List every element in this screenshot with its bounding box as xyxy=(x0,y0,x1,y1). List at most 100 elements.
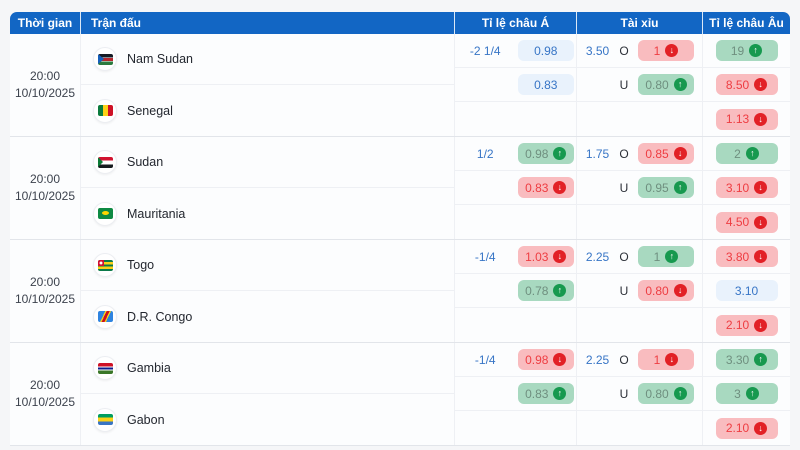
trend-arrow-icon xyxy=(673,181,687,194)
match-date: 10/10/2025 xyxy=(14,86,76,100)
betting-odds-table: Thời gian Trận đấu Tỉ lệ châu Á Tài xỉu … xyxy=(10,12,790,446)
table-header: Thời gian Trận đấu Tỉ lệ châu Á Tài xỉu … xyxy=(10,12,790,34)
away-team-name: Gabon xyxy=(127,412,165,427)
euro-odds-row2: 3.10 xyxy=(703,274,790,308)
under-odds-button[interactable]: 0.80 xyxy=(638,383,694,404)
trend-arrow-icon xyxy=(553,250,567,263)
match-time: 20:00 10/10/2025 xyxy=(10,240,81,342)
euro-away-odds-button[interactable]: 1.13 xyxy=(715,108,778,130)
match-date: 10/10/2025 xyxy=(14,395,76,409)
euro-home-odds-button[interactable]: 2 xyxy=(715,143,778,164)
trend-arrow-icon xyxy=(553,353,567,366)
euro-odds-row3: 4.50 xyxy=(703,205,790,239)
asian-handicap: -2 1/4 xyxy=(469,43,501,58)
col-header-time: Thời gian xyxy=(10,12,81,34)
match-time: 20:00 10/10/2025 xyxy=(10,137,81,239)
home-team-row[interactable]: Nam Sudan xyxy=(81,34,455,85)
asian-away-odds-button[interactable]: 0.83 xyxy=(517,74,574,95)
home-team-row[interactable]: Gambia xyxy=(81,343,455,394)
over-under-total: 1.75 xyxy=(585,146,610,161)
asian-home-odds-button[interactable]: 0.98 xyxy=(517,349,574,370)
asian-away-odds-button[interactable]: 0.83 xyxy=(517,383,574,404)
trend-arrow-icon xyxy=(673,78,687,91)
trend-arrow-icon xyxy=(665,44,679,57)
asian-home-odds-button[interactable]: 1.03 xyxy=(517,246,574,267)
asian-odds-row2: 0.83 xyxy=(455,171,577,205)
home-team-name: Togo xyxy=(127,258,155,272)
asian-odds-row1: -2 1/4 0.98 xyxy=(455,34,577,68)
over-odds-button[interactable]: 1 xyxy=(638,349,694,370)
asian-away-odds-button[interactable]: 0.83 xyxy=(517,177,574,198)
trend-arrow-icon xyxy=(754,112,768,126)
trend-arrow-icon xyxy=(754,181,768,194)
over-under-total: 2.25 xyxy=(585,249,610,264)
euro-away-odds-button[interactable]: 2.10 xyxy=(715,417,778,439)
euro-draw-odds-button[interactable]: 3 xyxy=(715,383,778,404)
away-team-name: Senegal xyxy=(127,103,173,118)
col-header-match: Trận đấu xyxy=(81,12,455,34)
euro-odds-row2: 3.10 xyxy=(703,171,790,205)
asian-handicap: -1/4 xyxy=(474,249,496,264)
trend-arrow-icon xyxy=(553,181,567,194)
home-team-row[interactable]: Sudan xyxy=(81,137,455,188)
under-odds-button[interactable]: 0.80 xyxy=(638,280,694,301)
euro-odds-row1: 19 xyxy=(703,34,790,68)
euro-draw-odds-button[interactable]: 8.50 xyxy=(715,74,778,95)
asian-odds-row3-empty xyxy=(455,102,577,136)
under-odds-button[interactable]: 0.95 xyxy=(638,177,694,198)
euro-away-odds-button[interactable]: 4.50 xyxy=(715,211,778,233)
asian-home-odds-button[interactable]: 0.98 xyxy=(517,40,574,61)
asian-handicap: 1/2 xyxy=(476,146,494,161)
asian-odds-row2: 0.83 xyxy=(455,377,577,411)
over-under-row2: U 0.95 xyxy=(577,171,703,205)
match-list: 20:00 10/10/2025 Nam Sudan Senegal -2 1/… xyxy=(10,34,790,446)
over-label: O xyxy=(619,249,629,264)
under-odds-button[interactable]: 0.80 xyxy=(638,74,694,95)
euro-odds-row1: 3.80 xyxy=(703,240,790,274)
trend-arrow-icon xyxy=(754,421,768,435)
over-odds-button[interactable]: 1 xyxy=(638,40,694,61)
over-odds-button[interactable]: 0.85 xyxy=(638,143,694,164)
home-team-row[interactable]: Togo xyxy=(81,240,455,291)
asian-home-odds-button[interactable]: 0.98 xyxy=(517,143,574,164)
asian-odds-row2: 0.83 xyxy=(455,68,577,102)
over-under-row3-empty xyxy=(577,102,703,136)
euro-home-odds-button[interactable]: 3.80 xyxy=(715,246,778,267)
match-time: 20:00 10/10/2025 xyxy=(10,343,81,445)
over-under-row1: 2.25 O 1 xyxy=(577,240,703,274)
asian-odds-row1: -1/4 1.03 xyxy=(455,240,577,274)
away-team-row[interactable]: Mauritania xyxy=(81,188,455,239)
euro-draw-odds-button[interactable]: 3.10 xyxy=(715,177,778,198)
over-under-row2: U 0.80 xyxy=(577,274,703,308)
trend-arrow-icon xyxy=(553,147,567,160)
euro-odds-row2: 3 xyxy=(703,377,790,411)
trend-arrow-icon xyxy=(754,78,768,91)
over-under-row1: 3.50 O 1 xyxy=(577,34,703,68)
match-date: 10/10/2025 xyxy=(14,292,76,306)
trend-arrow-icon xyxy=(553,284,567,297)
home-flag-icon xyxy=(93,356,117,380)
euro-away-odds-button[interactable]: 2.10 xyxy=(715,314,778,336)
match-row: 20:00 10/10/2025 Sudan Mauritania 1/2 0.… xyxy=(10,137,790,240)
col-header-asian-odds: Tỉ lệ châu Á xyxy=(455,12,577,34)
trend-arrow-icon xyxy=(749,44,763,57)
asian-away-odds-button[interactable]: 0.78 xyxy=(517,280,574,301)
under-label: U xyxy=(619,180,629,195)
euro-draw-odds-button[interactable]: 3.10 xyxy=(715,280,778,301)
away-team-row[interactable]: D.R. Congo xyxy=(81,291,455,342)
euro-home-odds-button[interactable]: 3.30 xyxy=(715,349,778,370)
euro-odds-row1: 2 xyxy=(703,137,790,171)
trend-arrow-icon xyxy=(754,318,768,332)
under-label: U xyxy=(619,386,629,401)
over-label: O xyxy=(619,43,629,58)
trend-arrow-icon xyxy=(754,215,768,229)
over-under-row1: 1.75 O 0.85 xyxy=(577,137,703,171)
away-team-row[interactable]: Senegal xyxy=(81,85,455,136)
euro-odds-row1: 3.30 xyxy=(703,343,790,377)
over-under-row2: U 0.80 xyxy=(577,68,703,102)
over-odds-button[interactable]: 1 xyxy=(638,246,694,267)
euro-home-odds-button[interactable]: 19 xyxy=(715,40,778,61)
away-team-row[interactable]: Gabon xyxy=(81,394,455,445)
under-label: U xyxy=(619,77,629,92)
trend-arrow-icon xyxy=(665,250,679,263)
